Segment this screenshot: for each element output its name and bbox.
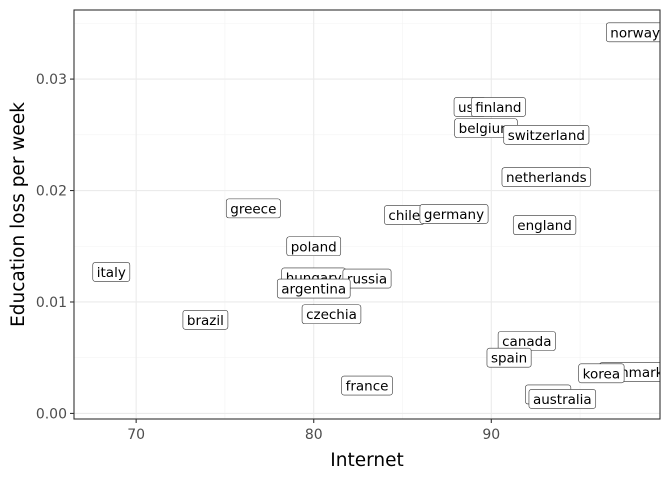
data-label: spain [486,347,532,368]
x-tick-label: 90 [482,427,500,443]
data-label: chile [384,205,425,225]
data-label-box [276,278,351,299]
panel-border [73,9,661,420]
data-label: norway [606,22,660,43]
y-tick-label: 0.01 [36,295,67,311]
data-label-box [470,97,526,117]
data-label: russia [342,268,392,289]
data-label-box [286,236,342,257]
x-axis: 70 80 90 [127,419,500,443]
data-label-text: australia [533,392,592,408]
y-tick-label: 0.00 [36,406,67,422]
y-axis: 0.00 0.01 0.02 0.03 [36,72,74,422]
data-label-box [225,198,281,219]
data-label-text: greece [230,201,276,217]
data-label-text: netherlands [506,170,587,186]
data-label: australia [528,389,597,409]
data-label: france [341,375,393,396]
data-label-text: czechia [306,307,357,323]
data-label-box [503,125,590,145]
data-label-text: russia [347,272,387,288]
data-label-text: belgium [459,121,514,137]
data-label-box [501,167,592,187]
data-label: brazil [182,310,229,330]
data-label-text: argentina [281,282,346,298]
data-label-box [92,262,131,282]
data-label-text: poland [291,239,337,255]
data-label: belgium [454,118,518,138]
data-label: switzerland [503,125,590,145]
x-tick-label: 70 [127,427,145,443]
data-label-text: switzerland [508,128,585,144]
data-label-box [182,310,229,330]
data-label-text: germany [424,207,484,223]
plot-background [74,10,660,419]
data-label-box [342,268,392,289]
data-label: netherlands [501,167,592,187]
x-axis-title: Internet [330,450,403,471]
data-label-text: korea [583,366,620,382]
data-label: poland [286,236,342,257]
data-label-text: italy [97,265,126,281]
x-tick-label: 80 [305,427,323,443]
y-axis-title: Education loss per week [8,102,29,327]
data-labels: norwayusafinlandbelgiumswitzerlandnether… [92,22,660,409]
data-label: finland [470,97,526,117]
data-label-box [578,363,625,384]
y-tick-label: 0.02 [36,184,67,200]
data-label: argentina [276,278,351,299]
data-label-box [606,22,660,43]
data-label: england [512,215,577,235]
data-label: greece [225,198,281,219]
data-label-box [528,389,597,409]
data-label: czechia [301,304,362,325]
data-label: germany [419,204,489,224]
data-label-text: chile [388,208,420,224]
data-label-text: finland [475,100,521,116]
data-label-box [419,204,489,224]
data-label: canada [497,331,556,351]
data-label-box [512,215,577,235]
data-label-box [486,347,532,368]
data-label-text: england [517,218,572,234]
data-label: italy [92,262,131,282]
data-label-box [301,304,362,325]
data-label-box [341,375,393,396]
data-label-text: spain [491,351,527,367]
y-tick-label: 0.03 [36,72,67,88]
data-label-text: norway [610,25,660,41]
data-label-text: france [346,379,389,395]
data-label-text: brazil [187,313,224,329]
data-label-text: canada [502,334,551,350]
data-label: korea [578,363,625,384]
